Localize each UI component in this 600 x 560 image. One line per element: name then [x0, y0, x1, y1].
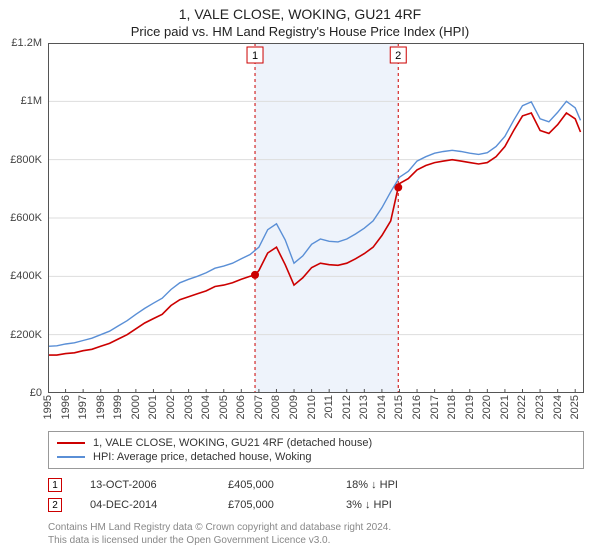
x-tick-label: 2017: [429, 395, 441, 419]
x-tick-label: 2011: [323, 395, 335, 419]
footer: Contains HM Land Registry data © Crown c…: [48, 515, 584, 547]
line-chart: 12: [48, 43, 584, 393]
y-tick-label: £200K: [10, 329, 42, 341]
legend: 1, VALE CLOSE, WOKING, GU21 4RF (detache…: [48, 431, 584, 469]
x-tick-label: 2005: [218, 395, 230, 419]
event-date: 13-OCT-2006: [90, 479, 200, 491]
legend-item: 1, VALE CLOSE, WOKING, GU21 4RF (detache…: [57, 436, 575, 450]
titles: 1, VALE CLOSE, WOKING, GU21 4RF Price pa…: [0, 0, 600, 43]
event-date: 04-DEC-2014: [90, 499, 200, 511]
x-tick-label: 2020: [481, 395, 493, 419]
x-tick-label: 2002: [165, 395, 177, 419]
y-tick-label: £1.2M: [11, 37, 42, 49]
subtitle: Price paid vs. HM Land Registry's House …: [0, 22, 600, 43]
x-tick-label: 2016: [411, 395, 423, 419]
event-row: 1 13-OCT-2006 £405,000 18% ↓ HPI: [48, 475, 584, 495]
x-tick-label: 2012: [341, 395, 353, 419]
x-tick-label: 1998: [95, 395, 107, 419]
legend-label: HPI: Average price, detached house, Woki…: [93, 451, 312, 463]
x-tick-label: 2001: [147, 395, 159, 419]
event-price: £705,000: [228, 499, 318, 511]
y-tick-label: £1M: [21, 95, 42, 107]
chart-container: 1, VALE CLOSE, WOKING, GU21 4RF Price pa…: [0, 0, 600, 560]
footer-line: Contains HM Land Registry data © Crown c…: [48, 521, 584, 534]
title: 1, VALE CLOSE, WOKING, GU21 4RF: [0, 0, 600, 22]
event-diff: 3% ↓ HPI: [346, 499, 392, 511]
event-diff: 18% ↓ HPI: [346, 479, 398, 491]
legend-swatch: [57, 442, 85, 444]
x-tick-label: 2014: [376, 395, 388, 419]
x-tick-label: 2022: [516, 395, 528, 419]
svg-text:1: 1: [252, 50, 258, 62]
x-tick-label: 1996: [60, 395, 72, 419]
event-price: £405,000: [228, 479, 318, 491]
event-row: 2 04-DEC-2014 £705,000 3% ↓ HPI: [48, 495, 584, 515]
x-tick-label: 2023: [534, 395, 546, 419]
legend-label: 1, VALE CLOSE, WOKING, GU21 4RF (detache…: [93, 437, 372, 449]
x-tick-label: 2015: [393, 395, 405, 419]
events-table: 1 13-OCT-2006 £405,000 18% ↓ HPI 2 04-DEC-201…: [48, 469, 584, 515]
y-tick-label: £800K: [10, 154, 42, 166]
x-tick-label: 2010: [306, 395, 318, 419]
x-tick-label: 2024: [552, 395, 564, 419]
x-tick-label: 2000: [130, 395, 142, 419]
x-tick-label: 2006: [235, 395, 247, 419]
x-tick-label: 2003: [183, 395, 195, 419]
x-tick-label: 2009: [288, 395, 300, 419]
y-axis-labels: £0£200K£400K£600K£800K£1M£1.2M: [0, 43, 44, 393]
x-tick-label: 2008: [270, 395, 282, 419]
event-badge: 1: [48, 478, 62, 492]
legend-item: HPI: Average price, detached house, Woki…: [57, 450, 575, 464]
x-axis-labels: 1995199619971998199920002001200220032004…: [48, 393, 584, 431]
y-tick-label: £0: [30, 387, 42, 399]
x-tick-label: 1999: [112, 395, 124, 419]
plot-area: £0£200K£400K£600K£800K£1M£1.2M 12: [48, 43, 584, 393]
x-tick-label: 2021: [499, 395, 511, 419]
x-tick-label: 2004: [200, 395, 212, 419]
svg-text:2: 2: [395, 50, 401, 62]
x-tick-label: 1997: [77, 395, 89, 419]
y-tick-label: £400K: [10, 270, 42, 282]
x-tick-label: 2007: [253, 395, 265, 419]
legend-swatch: [57, 456, 85, 458]
y-tick-label: £600K: [10, 212, 42, 224]
event-badge: 2: [48, 498, 62, 512]
x-tick-label: 1995: [42, 395, 54, 419]
x-tick-label: 2025: [569, 395, 581, 419]
x-tick-label: 2018: [446, 395, 458, 419]
x-tick-label: 2019: [464, 395, 476, 419]
x-tick-label: 2013: [358, 395, 370, 419]
footer-line: This data is licensed under the Open Gov…: [48, 534, 584, 547]
